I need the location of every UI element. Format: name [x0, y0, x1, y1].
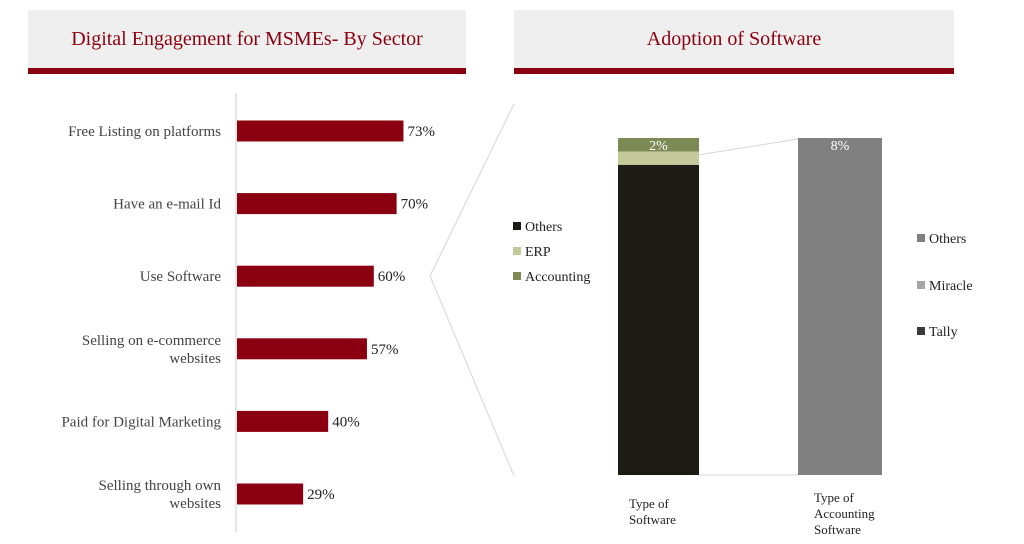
- right-panel-header: Adoption of Software: [514, 10, 954, 74]
- bar-2: [237, 265, 374, 287]
- bar-4: [237, 410, 329, 432]
- stack-category-label-1: Type of Accounting Software: [814, 490, 875, 537]
- software-legend-swatch-erp: [513, 247, 521, 255]
- zoom-connector-top: [697, 138, 799, 156]
- bar-value-label-0: 73%: [407, 124, 435, 140]
- software-legend-swatch-others: [513, 222, 521, 230]
- bar-category-label-0: Free Listing on platforms: [68, 124, 221, 140]
- software-legend-label-others: Others: [525, 220, 562, 235]
- bar-category-label-1: Have an e-mail Id: [113, 197, 221, 213]
- bar-value-label-4: 40%: [332, 414, 360, 430]
- left-chart-title: Digital Engagement for MSMEs- By Sector: [71, 27, 423, 50]
- bar-category-label-4: Paid for Digital Marketing: [61, 414, 221, 430]
- bar-3: [237, 338, 367, 360]
- software-legend-label-erp: ERP: [525, 245, 551, 260]
- bar-value-label-2: 60%: [378, 269, 406, 285]
- bar-value-label-5: 29%: [307, 487, 335, 503]
- stack-category-label-0: Type of Software: [629, 496, 676, 527]
- accounting-bar-segment-label-others: 8%: [831, 139, 850, 154]
- accounting-legend-swatch-others: [917, 234, 925, 242]
- software-bar-segment-accounting: [618, 138, 699, 152]
- accounting-legend-swatch-tally: [917, 327, 925, 335]
- left-panel-header: Digital Engagement for MSMEs- By Sector: [28, 10, 466, 74]
- right-chart-title: Adoption of Software: [646, 27, 822, 50]
- bar-value-label-3: 57%: [371, 342, 399, 358]
- bar-category-label-2: Use Software: [140, 269, 222, 285]
- software-bar-segment-others: [618, 164, 699, 475]
- bar-category-label-5: Selling through own websites: [99, 478, 222, 512]
- software-bar-segment-label-accounting: 2%: [649, 139, 668, 154]
- bar-value-label-1: 70%: [401, 197, 429, 213]
- accounting-legend-label-tally: Tally: [929, 325, 958, 340]
- bar-category-label-3: Selling on e-commerce websites: [82, 333, 221, 367]
- bar-5: [237, 483, 304, 505]
- accounting-legend-label-others: Others: [929, 232, 966, 247]
- accounting-bar-segment-others: [798, 138, 882, 475]
- left-title-rule: [28, 68, 466, 74]
- bar-0: [237, 120, 404, 142]
- software-legend-label-accounting: Accounting: [525, 270, 590, 285]
- accounting-legend-label-miracle: Miracle: [929, 279, 973, 294]
- bar-1: [237, 193, 397, 215]
- software-legend-swatch-accounting: [513, 272, 521, 280]
- accounting-legend-swatch-miracle: [917, 281, 925, 289]
- zoom-connector-left: [429, 103, 515, 477]
- right-title-rule: [514, 68, 954, 74]
- software-bar-segment-erp: [618, 151, 699, 165]
